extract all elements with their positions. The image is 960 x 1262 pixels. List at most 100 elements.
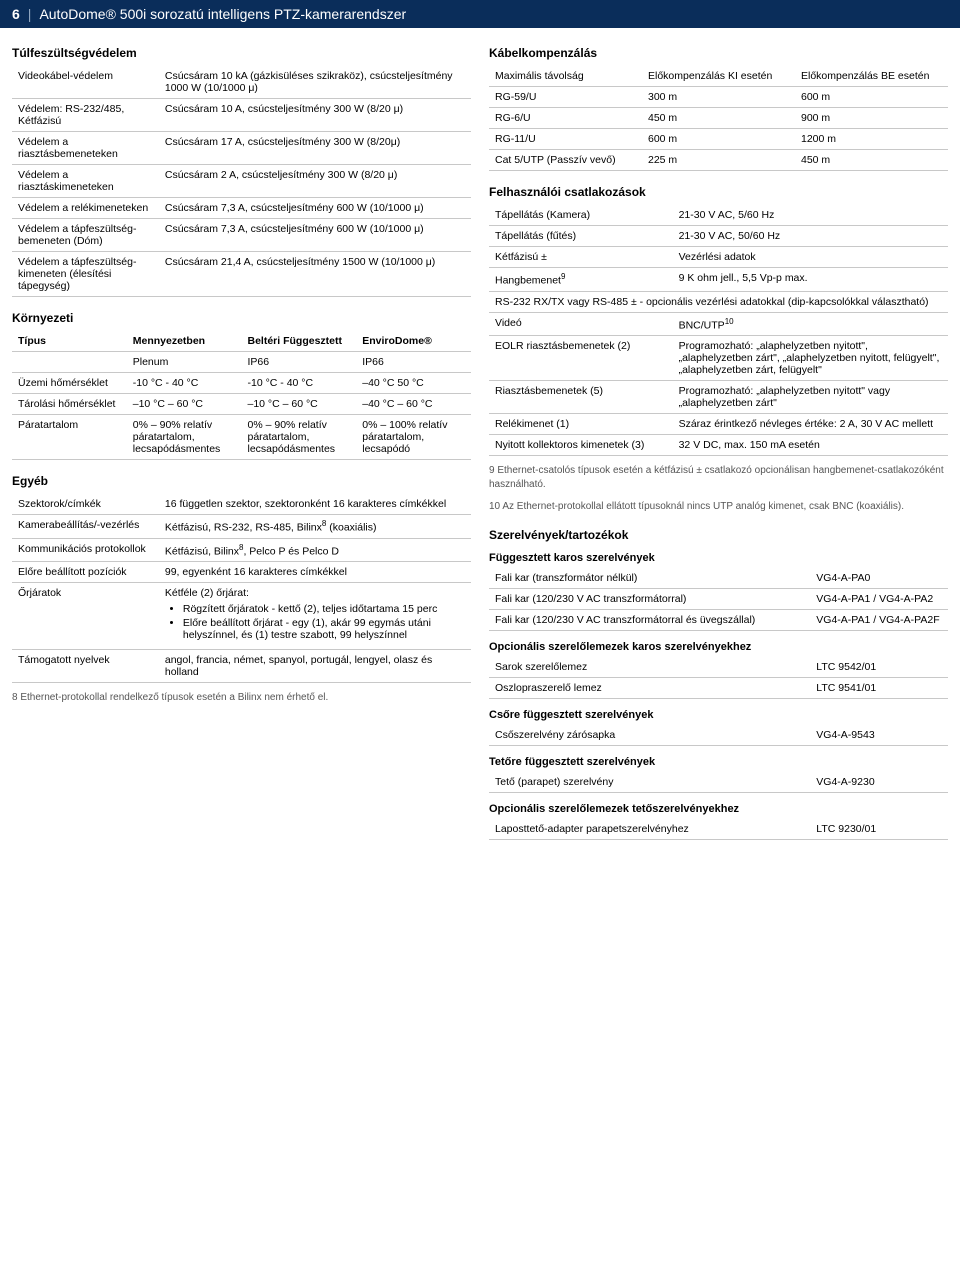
cell: -10 °C - 40 °C xyxy=(242,373,357,394)
cell: –10 °C – 60 °C xyxy=(242,394,357,415)
cell: Laposttető-adapter parapetszerelvényhez xyxy=(489,819,810,840)
table-row: PlenumIP66IP66 xyxy=(12,352,471,373)
cell: LTC 9541/01 xyxy=(810,678,948,699)
acc-title: Szerelvények/tartozékok xyxy=(489,528,948,542)
cell: -10 °C - 40 °C xyxy=(127,373,242,394)
col-header: Beltéri Függesztett xyxy=(242,331,357,352)
cell: VG4-A-PA0 xyxy=(810,568,948,589)
cell: angol, francia, német, spanyol, portugál… xyxy=(159,650,471,683)
cell: LTC 9230/01 xyxy=(810,819,948,840)
cell: Vezérlési adatok xyxy=(673,247,948,268)
cell: Csőszerelvény zárósapka xyxy=(489,725,810,746)
cell: Csúcsáram 2 A, csúcsteljesítmény 300 W (… xyxy=(159,165,471,198)
table-row: Védelem a tápfeszültség-bemeneten (Dóm)C… xyxy=(12,219,471,252)
header-divider: | xyxy=(28,6,32,22)
table-row: Páratartalom0% – 90% relatív páratartalo… xyxy=(12,415,471,460)
cell: 300 m xyxy=(642,87,795,108)
table-row: Oszlopraszerelő lemezLTC 9541/01 xyxy=(489,678,948,699)
table-row: RG-11/U600 m1200 m xyxy=(489,129,948,150)
footnote-9: 9 Ethernet-csatolós típusok esetén a két… xyxy=(489,464,948,492)
acc-subheading: Csőre függesztett szerelvények xyxy=(489,709,948,721)
table-row: RG-6/U450 m900 m xyxy=(489,108,948,129)
cell: VG4-A-9230 xyxy=(810,772,948,793)
table-row: Fali kar (transzformátor nélkül)VG4-A-PA… xyxy=(489,568,948,589)
cell: Relékimenet (1) xyxy=(489,414,673,435)
cell: RG-59/U xyxy=(489,87,642,108)
list-item: Rögzített őrjáratok - kettő (2), teljes … xyxy=(183,603,465,615)
cell: VG4-A-PA1 / VG4-A-PA2 xyxy=(810,589,948,610)
cell: Kommunikációs protokollok xyxy=(12,538,159,562)
table-row: VideóBNC/UTP10 xyxy=(489,312,948,336)
cell: RG-11/U xyxy=(489,129,642,150)
table-row: Tárolási hőmérséklet–10 °C – 60 °C–10 °C… xyxy=(12,394,471,415)
cable-table: Maximális távolságElőkompenzálás KI eset… xyxy=(489,66,948,171)
acc-table: Laposttető-adapter parapetszerelvényhezL… xyxy=(489,819,948,840)
table-row: Kétfázisú ±Vezérlési adatok xyxy=(489,247,948,268)
env-title: Környezeti xyxy=(12,311,471,325)
table-row: Riasztásbemenetek (5)Programozható: „ala… xyxy=(489,381,948,414)
cell: Programozható: „alaphelyzetben nyitott",… xyxy=(673,336,948,381)
page-title: AutoDome® 500i sorozatú intelligens PTZ-… xyxy=(39,6,406,22)
table-row: Védelem a tápfeszültség-kimeneten (élesí… xyxy=(12,252,471,297)
acc-subheading: Opcionális szerelőlemezek tetőszerelvény… xyxy=(489,803,948,815)
page-header: 6 | AutoDome® 500i sorozatú intelligens … xyxy=(0,0,960,28)
cell: –40 °C – 60 °C xyxy=(356,394,471,415)
col-header: EnviroDome® xyxy=(356,331,471,352)
table-row: Csőszerelvény zárósapkaVG4-A-9543 xyxy=(489,725,948,746)
cell: RG-6/U xyxy=(489,108,642,129)
cell: Riasztásbemenetek (5) xyxy=(489,381,673,414)
cell: 600 m xyxy=(642,129,795,150)
cell: Kétfázisú, Bilinx8, Pelco P és Pelco D xyxy=(159,538,471,562)
table-row: Védelem a riasztáskimenetekenCsúcsáram 2… xyxy=(12,165,471,198)
cell: Védelem a riasztáskimeneteken xyxy=(12,165,159,198)
cell: 450 m xyxy=(642,108,795,129)
cell: 16 független szektor, szektoronként 16 k… xyxy=(159,494,471,515)
cell: 900 m xyxy=(795,108,948,129)
table-row: Fali kar (120/230 V AC transzformátorral… xyxy=(489,610,948,631)
cell: 32 V DC, max. 150 mA esetén xyxy=(673,435,948,456)
table-row: Üzemi hőmérséklet-10 °C - 40 °C-10 °C - … xyxy=(12,373,471,394)
cell: Csúcsáram 21,4 A, csúcsteljesítmény 1500… xyxy=(159,252,471,297)
table-row: ŐrjáratokKétféle (2) őrjárat:Rögzített ő… xyxy=(12,583,471,650)
table-row: Relékimenet (1)Száraz érintkező névleges… xyxy=(489,414,948,435)
list-item: Előre beállított őrjárat - egy (1), akár… xyxy=(183,617,465,641)
cell: Videó xyxy=(489,312,673,336)
env-table: TípusMennyezetbenBeltéri FüggesztettEnvi… xyxy=(12,331,471,460)
cell: Videokábel-védelem xyxy=(12,66,159,99)
cell: –10 °C – 60 °C xyxy=(127,394,242,415)
cell: EOLR riasztásbemenetek (2) xyxy=(489,336,673,381)
acc-subheading: Opcionális szerelőlemezek karos szerelvé… xyxy=(489,641,948,653)
left-column: Túlfeszültségvédelem Videokábel-védelemC… xyxy=(12,46,471,840)
cell: 600 m xyxy=(795,87,948,108)
cell: Üzemi hőmérséklet xyxy=(12,373,127,394)
cell: Száraz érintkező névleges értéke: 2 A, 3… xyxy=(673,414,948,435)
right-column: Kábelkompenzálás Maximális távolságElőko… xyxy=(489,46,948,840)
surge-table: Videokábel-védelemCsúcsáram 10 kA (gázki… xyxy=(12,66,471,297)
table-row: Védelem a relékimenetekenCsúcsáram 7,3 A… xyxy=(12,198,471,219)
cell: Kamerabeállítás/-vezérlés xyxy=(12,515,159,539)
conn-table: Tápellátás (Kamera)21-30 V AC, 5/60 HzTá… xyxy=(489,205,948,456)
cell: 9 K ohm jell., 5,5 Vp-p max. xyxy=(673,268,948,292)
col-header: Mennyezetben xyxy=(127,331,242,352)
cell: Fali kar (transzformátor nélkül) xyxy=(489,568,810,589)
cell: 1200 m xyxy=(795,129,948,150)
acc-table: Fali kar (transzformátor nélkül)VG4-A-PA… xyxy=(489,568,948,631)
cell: Sarok szerelőlemez xyxy=(489,657,810,678)
cell: RS-232 RX/TX vagy RS-485 ± - opcionális … xyxy=(489,291,948,312)
acc-table: Sarok szerelőlemezLTC 9542/01Oszloprasze… xyxy=(489,657,948,699)
cell: Nyitott kollektoros kimenetek (3) xyxy=(489,435,673,456)
cell: Fali kar (120/230 V AC transzformátorral… xyxy=(489,610,810,631)
cell: Fali kar (120/230 V AC transzformátorral… xyxy=(489,589,810,610)
cell: IP66 xyxy=(242,352,357,373)
cell: Kétféle (2) őrjárat:Rögzített őrjáratok … xyxy=(159,583,471,650)
col-header: Előkompenzálás BE esetén xyxy=(795,66,948,87)
cable-title: Kábelkompenzálás xyxy=(489,46,948,60)
col-header: Maximális távolság xyxy=(489,66,642,87)
cell: Tető (parapet) szerelvény xyxy=(489,772,810,793)
conn-title: Felhasználói csatlakozások xyxy=(489,185,948,199)
table-row: Tápellátás (fűtés)21-30 V AC, 50/60 Hz xyxy=(489,226,948,247)
cell: Csúcsáram 17 A, csúcsteljesítmény 300 W … xyxy=(159,132,471,165)
cell: LTC 9542/01 xyxy=(810,657,948,678)
table-row: Kommunikációs protokollokKétfázisú, Bili… xyxy=(12,538,471,562)
cell: 21-30 V AC, 50/60 Hz xyxy=(673,226,948,247)
